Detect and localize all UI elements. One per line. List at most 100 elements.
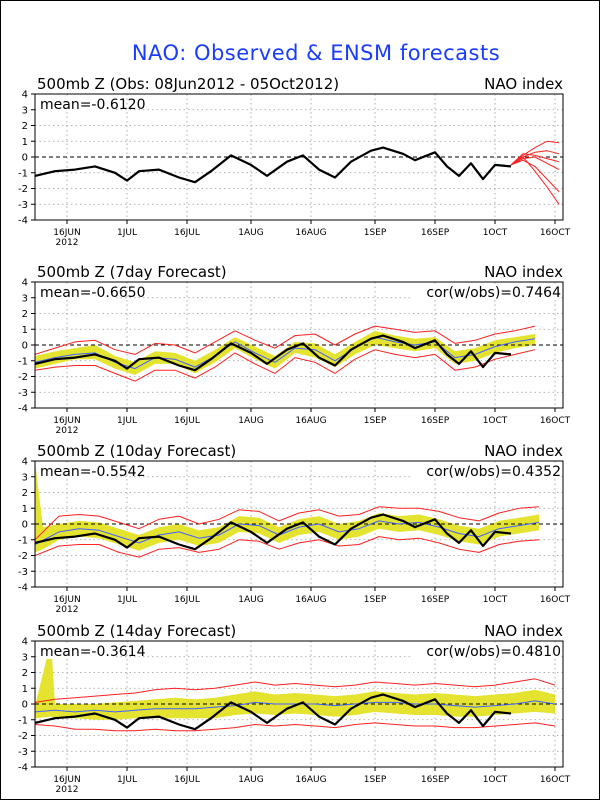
y-tick-label: 3 — [22, 472, 28, 483]
y-tick-label: 4 — [22, 278, 28, 289]
y-tick-label: -1 — [18, 168, 28, 179]
panel-title: 500mb Z (7day Forecast) — [37, 263, 227, 281]
observed-line-4 — [35, 513, 512, 551]
y-tick-label: 2 — [22, 668, 28, 679]
x-tick-label: 16JUL — [174, 775, 200, 785]
x-tick-label: 1JUL — [117, 775, 137, 785]
forecast-member-line-1 — [35, 678, 556, 703]
observed-line-4 — [35, 693, 512, 731]
spread-band — [35, 461, 539, 553]
x-tick-label: 1JUL — [117, 228, 137, 238]
corr-label-bg — [410, 463, 560, 479]
correlation-label: cor(w/obs)=0.4352 — [426, 464, 561, 480]
forecast-member-line-3 — [510, 156, 560, 171]
ensemble-mean-line-3 — [35, 520, 540, 545]
x-tick-label: 16SEP — [421, 416, 450, 426]
year-label: 2012 — [56, 785, 79, 795]
panel-title: 500mb Z (10day Forecast) — [37, 442, 236, 460]
y-tick-label: -2 — [18, 551, 28, 562]
spread-band — [35, 641, 555, 720]
y-tick-label: 3 — [22, 652, 28, 663]
y-tick-label: 4 — [22, 457, 28, 468]
x-tick-label: 16AUG — [295, 228, 326, 238]
y-tick-label: 1 — [22, 137, 28, 148]
y-tick-label: 4 — [22, 637, 28, 648]
y-tick-label: -2 — [18, 184, 28, 195]
panel-index-label: NAO index — [484, 442, 563, 460]
y-tick-label: 3 — [22, 105, 28, 116]
year-label: 2012 — [56, 238, 79, 248]
x-tick-label: 16SEP — [421, 228, 450, 238]
x-tick-label: 16AUG — [295, 595, 326, 605]
mean-label: mean=-0.6650 — [40, 285, 145, 301]
x-tick-label: 16JUN — [53, 228, 80, 238]
mean-label: mean=-0.6120 — [40, 97, 145, 113]
y-tick-label: 2 — [22, 121, 28, 132]
x-tick-label: 16JUN — [53, 595, 80, 605]
nao-panel-2: 500mb Z (7day Forecast) NAO index mean=-0.… — [18, 263, 571, 436]
x-tick-label: 16OCT — [540, 228, 571, 238]
panel-index-label: NAO index — [484, 75, 563, 93]
x-tick-label: 1JUL — [117, 595, 137, 605]
y-tick-label: -4 — [18, 216, 28, 227]
x-tick-label: 1JUL — [117, 416, 137, 426]
x-tick-label: 16OCT — [540, 595, 571, 605]
nao-panel-1: 500mb Z (Obs: 08Jun2012 - 05Oct2012) NAO … — [18, 75, 571, 248]
forecast-member-line-1 — [510, 140, 560, 166]
y-tick-label: 2 — [22, 309, 28, 320]
observed-line-4 — [35, 334, 512, 372]
mean-label: mean=-0.3614 — [40, 644, 146, 660]
x-tick-label: 1OCT — [483, 775, 508, 785]
forecast-member-line-4 — [510, 159, 560, 193]
x-tick-label: 16SEP — [421, 775, 450, 785]
y-tick-label: -4 — [18, 583, 28, 594]
panel-index-label: NAO index — [484, 263, 563, 281]
x-tick-label: 16JUN — [53, 416, 80, 426]
x-tick-label: 1OCT — [483, 228, 508, 238]
corr-label-bg — [410, 643, 560, 659]
x-tick-label: 1SEP — [364, 595, 387, 605]
x-tick-label: 1SEP — [364, 416, 387, 426]
panel-title: 500mb Z (Obs: 08Jun2012 - 05Oct2012) — [37, 75, 339, 93]
panel-index-label: NAO index — [484, 622, 563, 640]
y-tick-label: 0 — [22, 520, 28, 531]
stat-label-bg — [37, 96, 113, 112]
y-tick-label: -1 — [18, 715, 28, 726]
stat-label-bg — [37, 284, 113, 300]
y-tick-label: -4 — [18, 404, 28, 415]
y-tick-label: -3 — [18, 747, 28, 758]
x-tick-label: 1AUG — [238, 228, 263, 238]
x-tick-label: 1SEP — [364, 775, 387, 785]
x-tick-label: 16OCT — [540, 775, 571, 785]
x-tick-label: 1AUG — [238, 775, 263, 785]
x-tick-label: 16JUL — [174, 595, 200, 605]
x-tick-label: 1OCT — [483, 416, 508, 426]
y-tick-label: -1 — [18, 356, 28, 367]
ensemble-mean-line-3 — [35, 700, 556, 713]
nao-panel-4: 500mb Z (14day Forecast) NAO index mean=-0… — [18, 622, 571, 795]
y-tick-label: -3 — [18, 388, 28, 399]
plot-area — [35, 641, 563, 732]
x-tick-label: 16OCT — [540, 416, 571, 426]
y-tick-label: 1 — [22, 325, 28, 336]
y-tick-label: 0 — [22, 700, 28, 711]
plot-area — [35, 325, 563, 382]
spread-band — [35, 330, 535, 375]
y-tick-label: -1 — [18, 535, 28, 546]
y-tick-label: 4 — [22, 90, 28, 101]
forecast-member-line-1 — [35, 325, 536, 355]
page-title: NAO: Observed & ENSM forecasts — [132, 41, 500, 65]
y-tick-label: 2 — [22, 488, 28, 499]
correlation-label: cor(w/obs)=0.7464 — [426, 285, 561, 301]
stat-label-bg — [37, 643, 113, 659]
x-tick-label: 16AUG — [295, 775, 326, 785]
forecast-member-line-5 — [510, 156, 560, 205]
plot-area — [35, 461, 563, 558]
x-tick-label: 1AUG — [238, 416, 263, 426]
x-tick-label: 1OCT — [483, 595, 508, 605]
x-tick-label: 16JUL — [174, 228, 200, 238]
stat-label-bg — [37, 463, 113, 479]
year-label: 2012 — [56, 605, 79, 615]
